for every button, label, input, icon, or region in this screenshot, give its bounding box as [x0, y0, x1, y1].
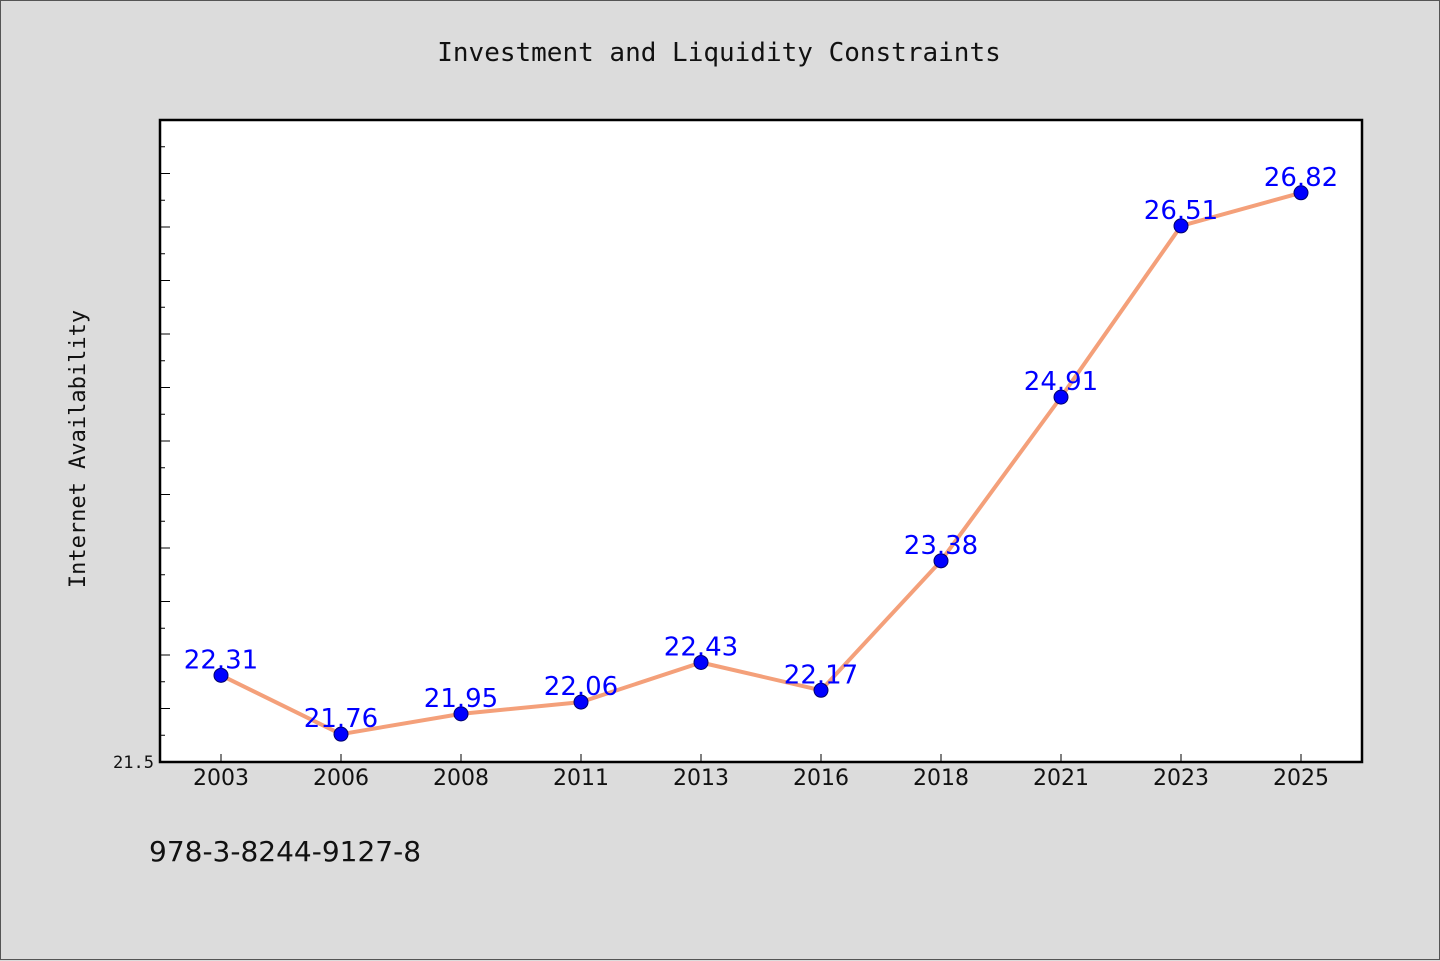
x-axis-ticks: 2003 2006 2008 2011 2013 2016 2018 2021 2023 2025 [193, 754, 1329, 791]
x-tick-label: 2025 [1273, 766, 1329, 791]
series-line-group [220, 190, 1302, 737]
x-tick-label: 2016 [793, 766, 849, 791]
data-point [1173, 218, 1189, 234]
data-value-label: 21.76 [304, 704, 378, 734]
data-markers [213, 185, 1309, 742]
y-axis-label: Internet Availability [66, 310, 91, 588]
data-point [573, 694, 589, 710]
y-tick-label: 21.5 [113, 753, 154, 773]
data-point [693, 654, 709, 670]
data-point [453, 706, 469, 722]
data-point [1293, 185, 1309, 201]
x-tick-label: 2021 [1033, 766, 1089, 791]
x-tick-label: 2008 [433, 766, 489, 791]
data-value-label: 22.06 [544, 672, 618, 702]
y-axis-ticks: 21.5 [113, 119, 170, 773]
x-tick-label: 2006 [313, 766, 369, 791]
data-value-label: 23.38 [904, 531, 978, 561]
isbn-footer: 978-3-8244-9127-8 [149, 835, 422, 868]
series-line [220, 190, 1302, 737]
data-value-label: 26.51 [1144, 196, 1218, 226]
data-value-label: 22.43 [664, 632, 738, 662]
data-point [213, 667, 229, 683]
data-point [1053, 389, 1069, 405]
data-value-label: 24.91 [1024, 367, 1098, 397]
x-tick-label: 2018 [913, 766, 969, 791]
x-tick-label: 2003 [193, 766, 249, 791]
data-labels: 22.31 21.76 21.95 22.06 22.43 22.17 23.38 24.91… [184, 163, 1338, 734]
data-value-label: 21.95 [424, 684, 498, 714]
data-value-label: 22.31 [184, 645, 258, 675]
data-value-label: 22.17 [784, 660, 858, 690]
data-point [933, 553, 949, 569]
x-tick-label: 2023 [1153, 766, 1209, 791]
chart-title: Investment and Liquidity Constraints [437, 38, 1001, 68]
plot-area [158, 118, 1364, 764]
data-point [333, 726, 349, 742]
x-tick-label: 2013 [673, 766, 729, 791]
x-tick-label: 2011 [553, 766, 609, 791]
data-point [813, 682, 829, 698]
data-value-label: 26.82 [1264, 163, 1338, 193]
